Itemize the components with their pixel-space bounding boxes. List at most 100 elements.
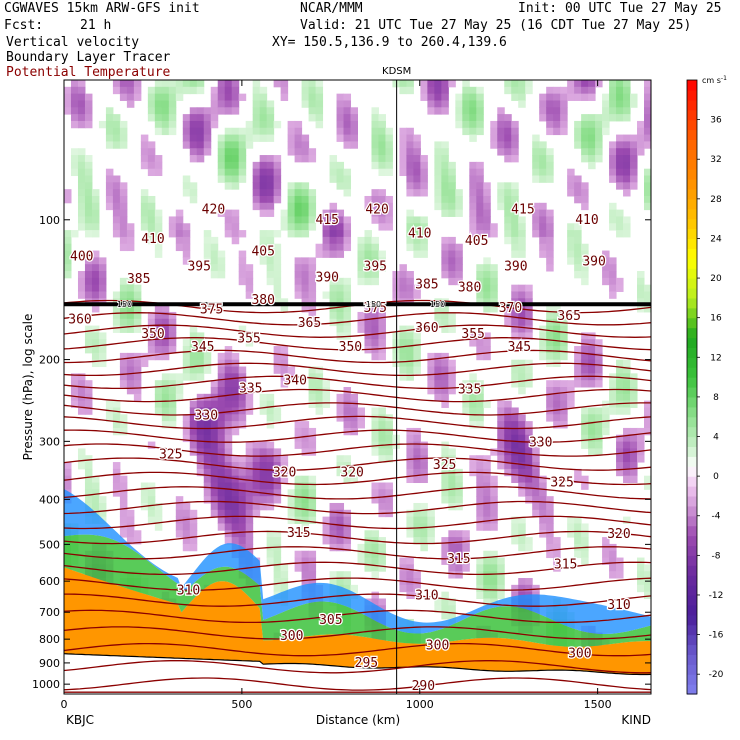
velocity-cell xyxy=(455,93,463,101)
velocity-cell xyxy=(448,612,456,620)
velocity-cell xyxy=(497,441,505,449)
velocity-cell xyxy=(427,359,435,368)
velocity-cell xyxy=(469,168,477,177)
velocity-cell xyxy=(126,311,135,320)
velocity-cell xyxy=(329,311,338,320)
velocity-cell xyxy=(406,509,414,518)
velocity-cell xyxy=(581,120,589,129)
velocity-cell xyxy=(147,489,156,497)
velocity-cell xyxy=(518,93,526,101)
velocity-cell xyxy=(336,236,345,245)
velocity-cell xyxy=(574,366,582,374)
velocity-cell xyxy=(378,134,386,142)
velocity-cell xyxy=(434,298,442,306)
velocity-cell xyxy=(105,141,114,149)
velocity-cell xyxy=(371,448,379,456)
velocity-cell xyxy=(518,543,526,552)
velocity-cell xyxy=(406,571,414,579)
velocity-cell xyxy=(609,107,617,115)
velocity-cell xyxy=(91,305,100,313)
velocity-cell xyxy=(469,134,477,142)
velocity-cell xyxy=(154,223,163,231)
velocity-cell xyxy=(308,380,317,388)
velocity-cell xyxy=(273,284,282,292)
velocity-cell xyxy=(175,530,184,538)
marker-station-label: KDSM xyxy=(382,66,411,77)
velocity-cell xyxy=(637,578,645,586)
colorbar-segment xyxy=(687,456,697,467)
velocity-cell xyxy=(399,86,407,95)
velocity-cell xyxy=(616,223,624,231)
velocity-cell xyxy=(189,155,198,163)
velocity-cell xyxy=(273,550,282,559)
velocity-cell xyxy=(637,291,645,299)
velocity-cell xyxy=(609,271,617,279)
velocity-cell xyxy=(84,496,93,504)
velocity-cell xyxy=(455,271,463,279)
velocity-cell xyxy=(504,414,512,422)
velocity-cell xyxy=(147,223,156,231)
velocity-cell xyxy=(448,557,456,565)
velocity-cell xyxy=(98,257,107,265)
velocity-cell xyxy=(469,387,477,395)
velocity-cell xyxy=(294,277,303,286)
velocity-cell xyxy=(280,216,289,224)
velocity-cell xyxy=(462,127,470,136)
velocity-cell xyxy=(77,380,86,388)
velocity-cell xyxy=(280,366,289,374)
velocity-cell xyxy=(203,407,212,415)
velocity-cell xyxy=(203,346,212,354)
velocity-cell xyxy=(259,400,268,408)
y-tick-label: 1000 xyxy=(32,678,60,691)
colorbar-segment xyxy=(687,396,697,408)
velocity-cell xyxy=(490,271,498,279)
x-tick-label: 0 xyxy=(61,698,68,711)
velocity-cell xyxy=(217,455,226,463)
velocity-cell xyxy=(406,332,414,340)
velocity-cell xyxy=(91,202,100,211)
velocity-cell xyxy=(64,236,72,245)
velocity-cell xyxy=(630,427,638,436)
velocity-cell xyxy=(315,393,324,402)
velocity-cell xyxy=(210,107,219,115)
velocity-cell xyxy=(476,462,484,470)
velocity-cell xyxy=(224,100,233,108)
velocity-cell xyxy=(399,352,407,361)
velocity-cell xyxy=(581,127,589,136)
velocity-cell xyxy=(147,352,156,361)
velocity-cell xyxy=(224,502,233,511)
velocity-cell xyxy=(434,100,442,108)
velocity-cell xyxy=(518,441,526,449)
colorbar-segment xyxy=(687,594,697,606)
velocity-cell xyxy=(126,298,135,306)
velocity-cell xyxy=(476,93,484,101)
velocity-cell xyxy=(154,332,163,340)
velocity-cell xyxy=(182,530,191,538)
velocity-cell xyxy=(518,236,526,245)
velocity-cell xyxy=(182,134,191,142)
velocity-cell xyxy=(301,141,310,149)
isentrope-line xyxy=(64,515,651,530)
velocity-cell xyxy=(77,448,86,456)
velocity-cell xyxy=(175,380,184,388)
velocity-cell xyxy=(196,127,205,136)
velocity-cell xyxy=(581,550,589,559)
velocity-cell xyxy=(238,407,247,415)
velocity-cell xyxy=(140,216,149,224)
velocity-cell xyxy=(84,455,93,463)
velocity-cell xyxy=(112,291,121,299)
velocity-cell xyxy=(371,189,379,197)
velocity-cell xyxy=(511,86,519,95)
velocity-cell xyxy=(210,387,219,395)
velocity-cell xyxy=(525,366,533,374)
velocity-cell xyxy=(287,496,296,504)
velocity-cell xyxy=(616,168,624,177)
velocity-cell xyxy=(273,189,282,197)
velocity-cell xyxy=(441,209,449,217)
velocity-cell xyxy=(364,230,372,238)
velocity-cell xyxy=(196,114,205,122)
velocity-cell xyxy=(154,318,163,327)
velocity-cell xyxy=(364,305,372,313)
velocity-cell xyxy=(112,189,121,197)
